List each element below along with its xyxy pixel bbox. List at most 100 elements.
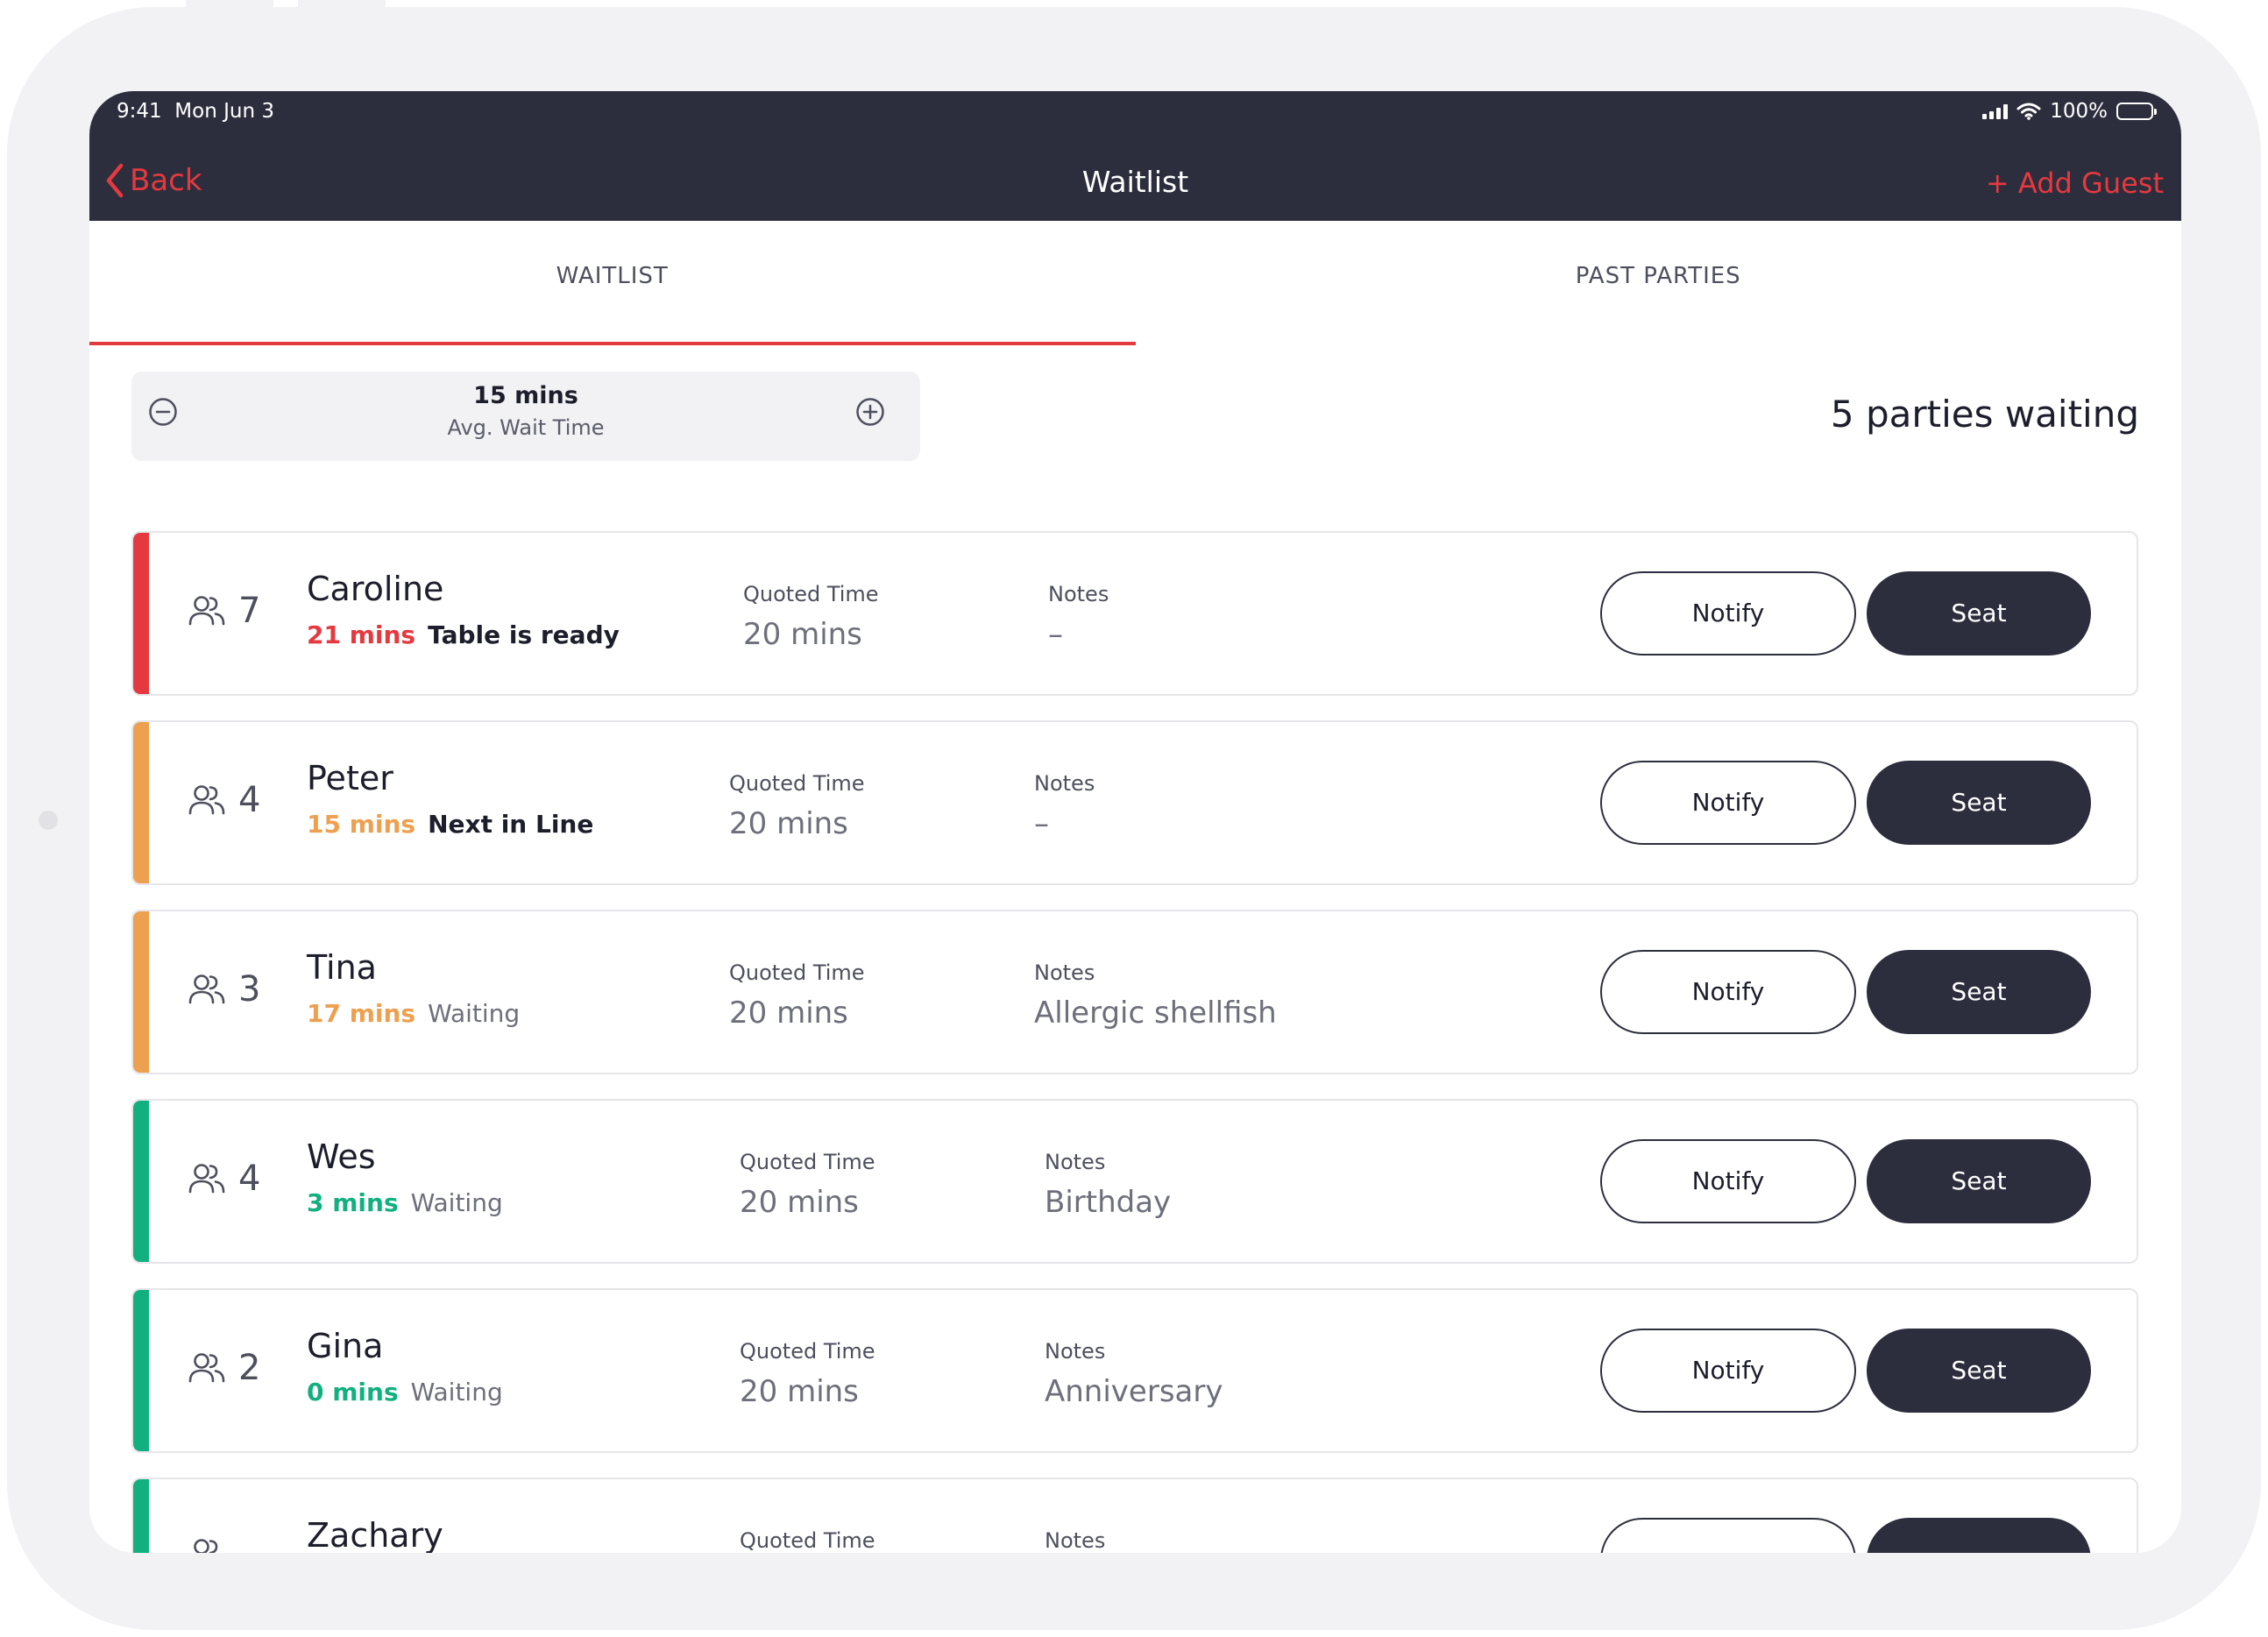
wait-status: 3 mins Waiting (307, 1188, 503, 1217)
guest-name: Wes (307, 1137, 376, 1176)
avg-wait-time-value: 15 mins (473, 382, 578, 409)
party-size: 7 (188, 591, 260, 631)
status-stripe (133, 911, 149, 1073)
minus-circle-icon[interactable] (148, 397, 178, 427)
notes-label: Notes (1048, 582, 1109, 606)
wait-status: 0 mins Waiting (307, 1378, 503, 1407)
back-button[interactable]: Back (105, 163, 202, 198)
notify-button[interactable]: Notify (1600, 1139, 1856, 1223)
quoted-time-value: 20 mins (743, 617, 862, 652)
elapsed-time: 3 mins (307, 1188, 399, 1217)
notify-button[interactable]: Notify (1600, 761, 1856, 845)
chevron-left-icon (106, 163, 124, 198)
party-size-value: 7 (238, 591, 261, 631)
notes-label: Notes (1045, 1150, 1106, 1174)
users-icon (188, 785, 225, 815)
quoted-time-label: Quoted Time (743, 582, 879, 606)
wait-status: 21 mins Table is ready (307, 620, 620, 649)
navigation-bar: 9:41 Mon Jun 3 100% Back Waitlist + Add … (89, 91, 2181, 221)
seat-button[interactable]: Seat (1867, 761, 2091, 845)
notes-label: Notes (1034, 960, 1095, 985)
quoted-time-value: 20 mins (729, 996, 848, 1031)
avg-wait-time-control: 15 mins Avg. Wait Time (131, 372, 920, 461)
status-text: Table is ready (428, 620, 620, 649)
guest-name: Zachary (307, 1516, 443, 1553)
users-icon (194, 1539, 218, 1553)
status-text: Next in Line (428, 810, 594, 839)
users-icon (188, 1353, 225, 1383)
notes-value: Birthday (1045, 1185, 1172, 1220)
volume-button (186, 0, 273, 9)
status-stripe (133, 722, 149, 883)
quoted-time-value: 20 mins (740, 1185, 859, 1220)
party-size-value: 3 (238, 969, 261, 1010)
party-size: 4 (188, 1159, 260, 1199)
status-stripe (133, 1101, 149, 1262)
camera (39, 811, 58, 830)
status-stripe (133, 1479, 149, 1553)
notify-button[interactable]: Notify (1600, 950, 1856, 1034)
guest-name: Gina (307, 1327, 384, 1365)
status-stripe (133, 1290, 149, 1451)
party-card[interactable]: Zachary Quoted Time Notes (131, 1478, 2138, 1553)
party-card[interactable]: 4 Peter 15 mins Next in Line Quoted Time … (131, 720, 2138, 885)
quoted-time-label: Quoted Time (729, 771, 865, 796)
party-card[interactable]: 7 Caroline 21 mins Table is ready Quoted … (131, 531, 2138, 696)
seat-button[interactable]: Seat (1867, 950, 2091, 1034)
screen: 9:41 Mon Jun 3 100% Back Waitlist + Add … (89, 91, 2181, 1553)
quoted-time-value: 20 mins (740, 1374, 859, 1409)
notify-button[interactable]: Notify (1600, 1329, 1856, 1413)
notify-button[interactable]: Notify (1600, 571, 1856, 656)
notes-label: Notes (1045, 1339, 1106, 1364)
battery-icon (2116, 103, 2157, 120)
users-icon (188, 1164, 225, 1194)
wifi-icon (2016, 103, 2041, 120)
party-size: 3 (188, 969, 260, 1010)
quoted-time-label: Quoted Time (740, 1339, 875, 1364)
battery-percent: 100% (2050, 100, 2108, 123)
guest-name: Caroline (307, 570, 444, 608)
status-bar-time: 9:41 Mon Jun 3 (117, 100, 274, 123)
seat-button[interactable] (1867, 1518, 2091, 1553)
party-size: 2 (188, 1348, 260, 1388)
elapsed-time: 17 mins (307, 999, 416, 1028)
tab-waitlist[interactable]: WAITLIST (89, 221, 1136, 345)
party-card[interactable]: 4 Wes 3 mins Waiting Quoted Time 20 mins … (131, 1099, 2138, 1264)
status-text: Waiting (428, 999, 521, 1028)
status-text: Waiting (410, 1378, 503, 1407)
party-size (188, 1537, 238, 1553)
notes-value: Anniversary (1045, 1374, 1223, 1409)
notify-button[interactable] (1600, 1518, 1856, 1553)
notes-value: – (1048, 617, 1063, 652)
party-card[interactable]: 2 Gina 0 mins Waiting Quoted Time 20 mins… (131, 1288, 2138, 1453)
guest-name: Tina (307, 948, 377, 987)
guest-name: Peter (307, 759, 393, 797)
elapsed-time: 15 mins (307, 810, 416, 839)
users-icon (188, 974, 225, 1004)
party-size-value: 4 (238, 780, 261, 820)
wait-status: 17 mins Waiting (307, 999, 520, 1028)
parties-waiting-count: 5 parties waiting (1830, 393, 2139, 436)
notes-label: Notes (1034, 771, 1095, 796)
page-title: Waitlist (1081, 165, 1189, 199)
seat-button[interactable]: Seat (1867, 571, 2091, 656)
tab-bar: WAITLIST PAST PARTIES (89, 221, 2181, 345)
party-card[interactable]: 3 Tina 17 mins Waiting Quoted Time 20 min… (131, 910, 2138, 1074)
status-bar-indicators: 100% (1982, 100, 2157, 123)
notes-value: – (1034, 806, 1049, 841)
back-label: Back (130, 163, 202, 198)
seat-button[interactable]: Seat (1867, 1329, 2091, 1413)
party-size-value: 4 (238, 1159, 261, 1199)
tab-past-parties[interactable]: PAST PARTIES (1575, 263, 1741, 289)
power-button (298, 0, 386, 9)
wait-status: 15 mins Next in Line (307, 810, 593, 839)
quoted-time-value: 20 mins (729, 806, 848, 841)
quoted-time-label: Quoted Time (740, 1150, 875, 1174)
party-size-value: 2 (238, 1348, 261, 1388)
add-guest-button[interactable]: + Add Guest (1985, 167, 2164, 200)
signal-icon (1982, 103, 2009, 119)
quoted-time-label: Quoted Time (740, 1528, 875, 1553)
plus-circle-icon[interactable] (855, 397, 885, 427)
party-size: 4 (188, 780, 260, 820)
seat-button[interactable]: Seat (1867, 1139, 2091, 1223)
